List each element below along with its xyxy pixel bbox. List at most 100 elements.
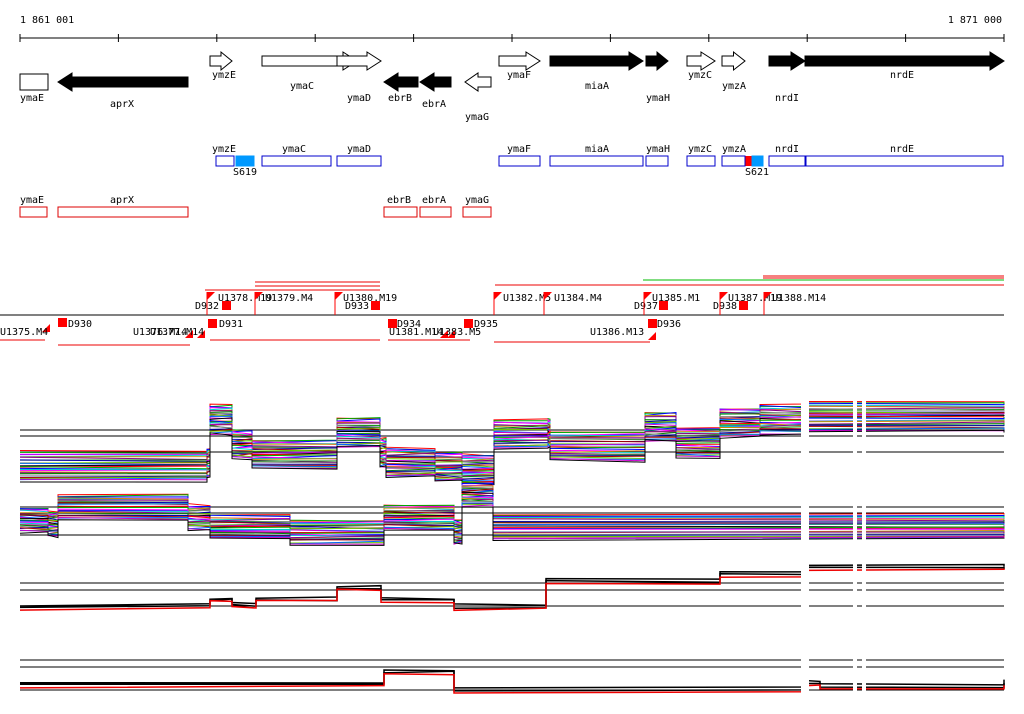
- red-feature-label: ymaG: [465, 195, 489, 206]
- segment-flag: [440, 330, 448, 338]
- gene-arrow: [19, 73, 49, 91]
- blue-feature-label: nrdI: [775, 144, 799, 155]
- blue-feature-label: ymaH: [646, 144, 670, 155]
- segment-square: [464, 319, 473, 328]
- blue-feature-box: [261, 155, 332, 167]
- gene-label: ymzE: [212, 70, 236, 81]
- segment-flag: [720, 292, 728, 300]
- segment-label: D933: [345, 301, 369, 312]
- segment-label: U1379.M4: [265, 293, 313, 304]
- blue-feature-box: [645, 155, 669, 167]
- segment-label: U1378.M19: [218, 293, 272, 304]
- expression-line: [19, 506, 1005, 546]
- segment-square: [58, 318, 67, 327]
- gene-arrow: [498, 51, 541, 71]
- blue-feature-box: [686, 155, 716, 167]
- gene-arrow: [721, 50, 746, 72]
- expression-line: [19, 568, 1005, 612]
- segment-label: U1384.M4: [554, 293, 602, 304]
- segment-flag: [42, 324, 50, 332]
- track-gap: [853, 395, 857, 700]
- segment-flag: [764, 292, 772, 300]
- red-feature-box: [57, 206, 189, 218]
- segment-label: U1386.M13: [590, 327, 644, 338]
- blue-feature-box: [235, 155, 255, 167]
- blue-feature-label: nrdE: [890, 144, 914, 155]
- gene-label: ymaC: [290, 81, 314, 92]
- segment-square: [659, 301, 668, 310]
- red-feature-label: aprX: [110, 195, 134, 206]
- gene-label: ymaH: [646, 93, 670, 104]
- gene-label: ymaG: [465, 112, 489, 123]
- red-feature-label: ebrB: [387, 195, 411, 206]
- blue-feature-box: [768, 155, 806, 167]
- segment-square: [388, 319, 397, 328]
- segment-label: U1377.M14: [150, 327, 204, 338]
- red-feature-box: [462, 206, 492, 218]
- segment-flag: [207, 292, 215, 300]
- segment-label: D934: [397, 319, 421, 330]
- gene-arrow: [419, 72, 452, 92]
- blue-feature-box: [215, 155, 235, 167]
- segment-label: U1383.M5: [433, 327, 481, 338]
- blue-feature-label: ymzC: [688, 144, 712, 155]
- blue-feature-label: S621: [745, 167, 769, 178]
- gene-label: ymaE: [20, 93, 44, 104]
- gene-label: ebrB: [388, 93, 412, 104]
- gene-arrow: [549, 51, 644, 71]
- segment-square: [648, 319, 657, 328]
- red-feature-box: [383, 206, 418, 218]
- gene-arrow: [336, 51, 382, 71]
- gene-arrow: [57, 72, 189, 92]
- blue-feature-box: [498, 155, 541, 167]
- segment-label: D938: [713, 301, 737, 312]
- segment-square: [208, 319, 217, 328]
- segment-label: U1388.M14: [772, 293, 826, 304]
- blue-feature-box: [751, 155, 764, 167]
- gene-label: nrdI: [775, 93, 799, 104]
- gene-arrow: [464, 72, 492, 92]
- red-feature-box: [745, 156, 752, 166]
- blue-feature-box: [805, 155, 1004, 167]
- gene-arrow: [804, 51, 1005, 71]
- segment-label: U1382.M5: [503, 293, 551, 304]
- blue-feature-label: S619: [233, 167, 257, 178]
- track-gap: [862, 395, 866, 700]
- ruler-end: 1 871 000: [948, 15, 1002, 26]
- gene-arrow: [768, 51, 806, 71]
- segment-square: [739, 301, 748, 310]
- gene-arrow: [383, 72, 419, 92]
- segment-label: D931: [219, 319, 243, 330]
- blue-feature-label: ymzA: [722, 144, 746, 155]
- segment-label: D936: [657, 319, 681, 330]
- segment-square: [371, 301, 380, 310]
- segment-label: U1385.M1: [652, 293, 700, 304]
- blue-feature-box: [549, 155, 644, 167]
- blue-feature-label: ymaF: [507, 144, 531, 155]
- segment-flag: [335, 292, 343, 300]
- gene-label: ymaF: [507, 70, 531, 81]
- blue-feature-label: ymzE: [212, 144, 236, 155]
- gene-arrow: [209, 50, 233, 72]
- gene-label: ebrA: [422, 99, 446, 110]
- segment-flag: [648, 332, 656, 340]
- segment-flag: [197, 330, 205, 338]
- gene-label: ymzC: [688, 70, 712, 81]
- segment-label: U1387.M19: [728, 293, 782, 304]
- gene-label: nrdE: [890, 70, 914, 81]
- gene-arrow: [645, 50, 669, 72]
- red-feature-label: ymaE: [20, 195, 44, 206]
- blue-feature-label: miaA: [585, 144, 609, 155]
- segment-flag: [544, 292, 552, 300]
- segment-flag: [255, 292, 263, 300]
- segment-flag: [644, 292, 652, 300]
- blue-feature-label: ymaD: [347, 144, 371, 155]
- blue-feature-label: ymaC: [282, 144, 306, 155]
- red-feature-box: [419, 206, 452, 218]
- gene-label: aprX: [110, 99, 134, 110]
- gene-arrow: [686, 51, 716, 71]
- segment-label: D930: [68, 319, 92, 330]
- segment-label: U1376.M14: [133, 327, 187, 338]
- segment-label: D935: [474, 319, 498, 330]
